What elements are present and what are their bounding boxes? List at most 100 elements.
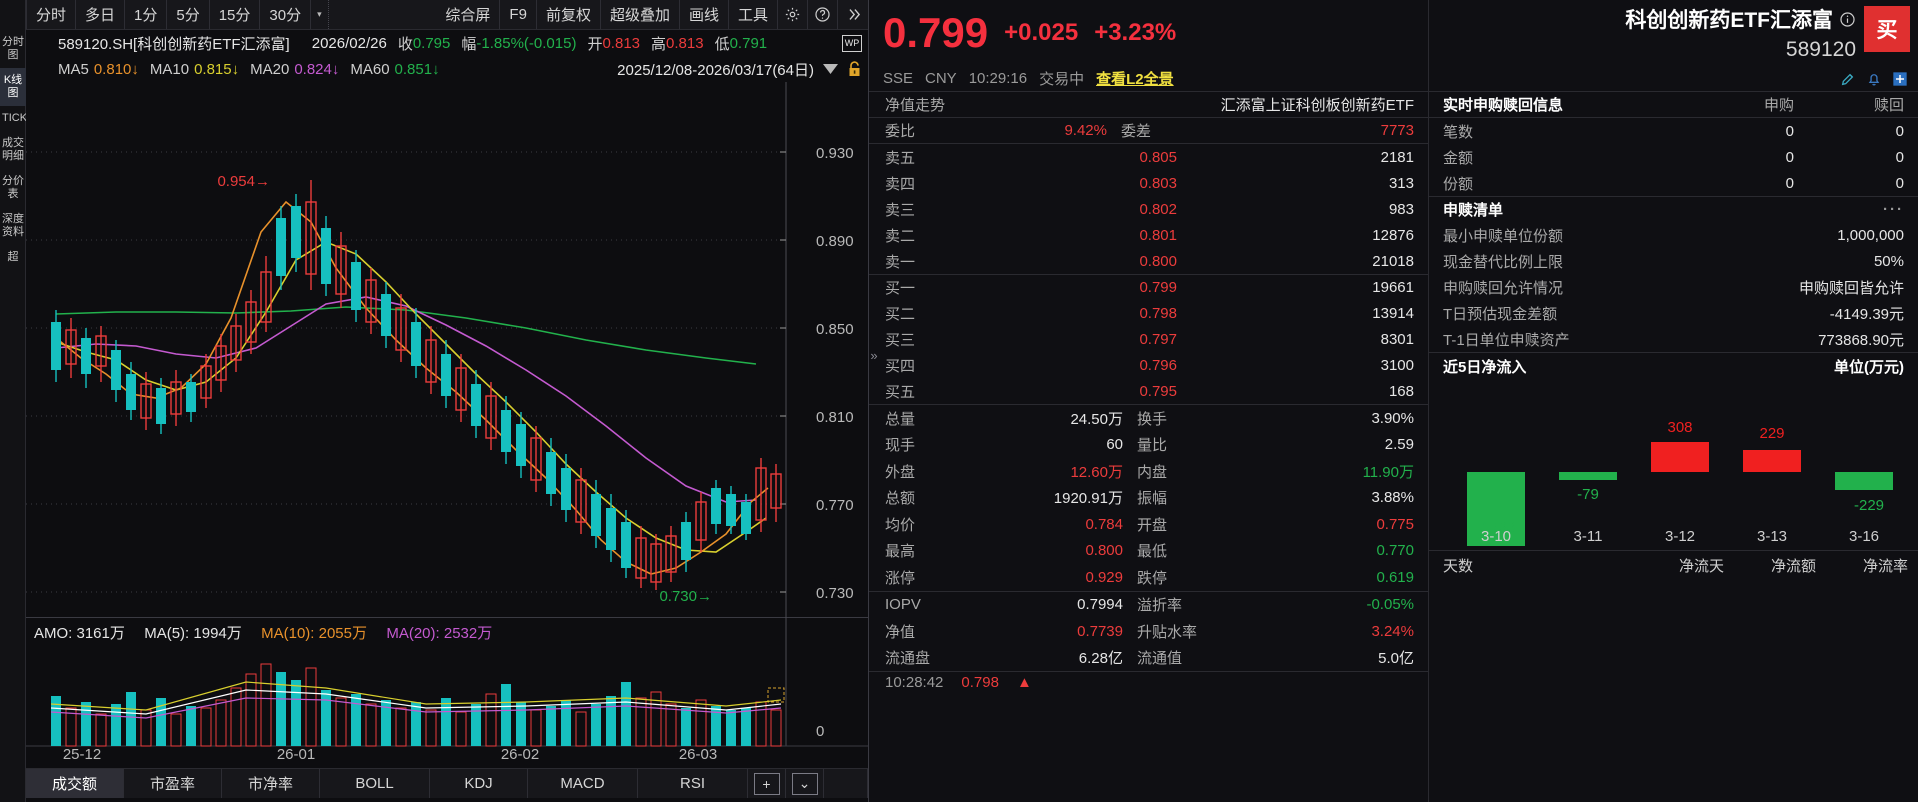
flow-bar-4 bbox=[1835, 472, 1893, 490]
stat-k2-3: 振幅 bbox=[1137, 490, 1168, 508]
info-icon[interactable] bbox=[1839, 11, 1856, 28]
etf-title-block: 科创创新药ETF汇添富 589120 bbox=[1625, 4, 1864, 62]
stat-v1-6: 0.929 bbox=[1085, 568, 1123, 586]
price-chart[interactable]: 0.930 0.890 0.850 0.810 0.770 0.730 bbox=[26, 82, 868, 618]
period-30min[interactable]: 30分 bbox=[260, 0, 312, 29]
etf-stat-v1-1: 0.7739 bbox=[1077, 622, 1123, 640]
tab-kdj[interactable]: KDJ bbox=[430, 769, 528, 798]
bell-icon[interactable] bbox=[1866, 71, 1882, 87]
collapse-handle[interactable]: » bbox=[870, 347, 878, 363]
help-icon[interactable] bbox=[808, 0, 838, 29]
ma5-label: MA5 bbox=[58, 60, 89, 78]
bid-row-2[interactable]: 买二 0.798 13914 bbox=[869, 300, 1428, 326]
period-1min[interactable]: 1分 bbox=[125, 0, 168, 29]
weicha-value: 7773 bbox=[1380, 122, 1414, 139]
l2-link[interactable]: 查看L2全景 bbox=[1096, 71, 1174, 88]
stat-row-3: 总额 1920.91万 振幅 3.88% bbox=[869, 485, 1428, 512]
quote-panel: » 0.799 +0.025 +3.23% SSE CNY 10:29:16 交… bbox=[869, 0, 1429, 802]
svg-text:-79: -79 bbox=[1577, 486, 1599, 503]
tab-zonghepin[interactable]: 综合屏 bbox=[436, 0, 501, 29]
triangle-down-icon[interactable] bbox=[822, 62, 839, 76]
period-5min[interactable]: 5分 bbox=[167, 0, 210, 29]
buy-button[interactable]: 买 bbox=[1864, 6, 1910, 52]
sidebar-item-fenshitu[interactable]: 分时图 bbox=[0, 30, 26, 68]
stat-row-6: 涨停 0.929 跌停 0.619 bbox=[869, 564, 1428, 591]
bid-vol-4: 3100 bbox=[1380, 356, 1414, 374]
xtick-2: 26-02 bbox=[500, 746, 540, 763]
ask-row-5[interactable]: 卖五 0.805 2181 bbox=[869, 144, 1428, 170]
order-book: 卖五 0.805 2181 卖四 0.803 313 卖三 0.802 983 … bbox=[869, 144, 1428, 404]
period-15min[interactable]: 15分 bbox=[210, 0, 261, 29]
vol-ma10: MA(10): 2055万 bbox=[261, 625, 367, 642]
high-label: 高 bbox=[651, 35, 667, 53]
pcf-v-0: 1,000,000 bbox=[1837, 226, 1904, 244]
ma10-value: 0.815↓ bbox=[194, 60, 240, 78]
bid-row-5[interactable]: 买五 0.795 168 bbox=[869, 378, 1428, 404]
period-fenshi[interactable]: 分时 bbox=[26, 0, 77, 29]
pcf-row-0: 最小申赎单位份额 1,000,000 bbox=[1429, 222, 1918, 248]
chevron-right-icon[interactable] bbox=[838, 0, 868, 29]
bid-price-4: 0.796 bbox=[1139, 356, 1177, 374]
ask-row-3[interactable]: 卖三 0.802 983 bbox=[869, 196, 1428, 222]
etf-title-text: 科创创新药ETF汇添富 bbox=[1625, 9, 1833, 32]
tab-shiyinglv[interactable]: 市盈率 bbox=[124, 769, 222, 798]
sidebar-item-fenjiabiao[interactable]: 分价表 bbox=[0, 169, 26, 207]
plus-icon[interactable] bbox=[1892, 71, 1908, 87]
flow-foot-netdays: 净流天 bbox=[1678, 558, 1724, 575]
volume-chart[interactable]: AMO: 3161万 MA(5): 1994万 MA(10): 2055万 MA… bbox=[26, 618, 869, 768]
tab-gongju[interactable]: 工具 bbox=[729, 0, 778, 29]
ask-price-1: 0.800 bbox=[1139, 252, 1177, 270]
bid-row-4[interactable]: 买四 0.796 3100 bbox=[869, 352, 1428, 378]
monitor-icon[interactable]: WP bbox=[842, 34, 862, 52]
etf-stat-k1-2: 流通盘 bbox=[885, 650, 931, 668]
ask-vol-3: 983 bbox=[1388, 200, 1414, 218]
sidebar-item-chao[interactable]: 超 bbox=[0, 245, 26, 270]
chevron-down-icon[interactable]: ⌄ bbox=[786, 769, 824, 798]
ask-row-4[interactable]: 卖四 0.803 313 bbox=[869, 170, 1428, 196]
sidebar-item-chengjiaomingxi[interactable]: 成交明细 bbox=[0, 131, 26, 169]
sidebar-item-tick[interactable]: TICK bbox=[0, 106, 27, 131]
stat-v1-2: 12.60万 bbox=[1070, 463, 1123, 481]
last-tick-arrow: ▲ bbox=[1016, 674, 1032, 691]
close-value: 0.795 bbox=[412, 34, 451, 52]
stat-v2-0: 3.90% bbox=[1371, 409, 1414, 427]
tab-macd[interactable]: MACD bbox=[528, 769, 638, 798]
period-duori[interactable]: 多日 bbox=[76, 0, 126, 29]
ask-row-2[interactable]: 卖二 0.801 12876 bbox=[869, 222, 1428, 248]
big-price-block: 0.799 +0.025 +3.23% bbox=[869, 0, 1428, 66]
realtime-row-0: 笔数 0 0 bbox=[1429, 118, 1918, 144]
gear-icon[interactable] bbox=[778, 0, 808, 29]
more-options-icon[interactable]: ··· bbox=[1883, 201, 1904, 218]
plus-icon[interactable]: + bbox=[748, 769, 786, 798]
stat-k2-0: 换手 bbox=[1137, 410, 1168, 428]
rail-label-1: K线图 bbox=[3, 74, 23, 99]
bid-row-3[interactable]: 买三 0.797 8301 bbox=[869, 326, 1428, 352]
svg-text:0.890: 0.890 bbox=[816, 233, 854, 250]
tab-boll[interactable]: BOLL bbox=[320, 769, 430, 798]
flow-unit: 单位(万元) bbox=[1834, 359, 1904, 376]
tab-chaojidiejia[interactable]: 超级叠加 bbox=[601, 0, 680, 29]
realtime-section: 实时申购赎回信息 申购 赎回 笔数 0 0 金额 0 0 份额 0 0 bbox=[1429, 92, 1918, 196]
tab-shijinglv[interactable]: 市净率 bbox=[222, 769, 320, 798]
ask-row-1[interactable]: 卖一 0.800 21018 bbox=[869, 248, 1428, 274]
tab-rsi[interactable]: RSI bbox=[638, 769, 748, 798]
bid-row-1[interactable]: 买一 0.799 19661 bbox=[869, 274, 1428, 300]
tab-qianfuquan[interactable]: 前复权 bbox=[537, 0, 601, 29]
tab-huaxian[interactable]: 画线 bbox=[680, 0, 729, 29]
tab-f9[interactable]: F9 bbox=[500, 0, 537, 29]
realtime-title: 实时申购赎回信息 bbox=[1443, 97, 1564, 114]
sidebar-item-shenduziliao[interactable]: 深度资料 bbox=[0, 207, 26, 245]
lock-icon[interactable] bbox=[847, 61, 862, 77]
etf-code: 589120 bbox=[1785, 38, 1856, 61]
pencil-icon[interactable] bbox=[1840, 71, 1856, 87]
nav-trend-row[interactable]: 净值走势 汇添富上证科创板创新药ETF bbox=[869, 92, 1428, 118]
tab-chengjiaoe[interactable]: 成交额 bbox=[26, 769, 124, 798]
flow-bar-1 bbox=[1559, 472, 1617, 480]
last-tick-row: 10:28:42 0.798 ▲ bbox=[869, 671, 1428, 691]
chevron-down-icon[interactable]: ▾ bbox=[311, 0, 329, 29]
net-flow-chart[interactable]: -1733 -79 308 229 -229 3-10 3-11 3-12 3-… bbox=[1429, 380, 1918, 550]
etf-stat-row-2: 流通盘 6.28亿 流通值 5.0亿 bbox=[869, 645, 1428, 672]
svg-text:0.730: 0.730 bbox=[816, 585, 854, 602]
high-annotation: 0.954→ bbox=[217, 173, 270, 190]
sidebar-item-kxiantu[interactable]: K线图 bbox=[0, 68, 26, 106]
